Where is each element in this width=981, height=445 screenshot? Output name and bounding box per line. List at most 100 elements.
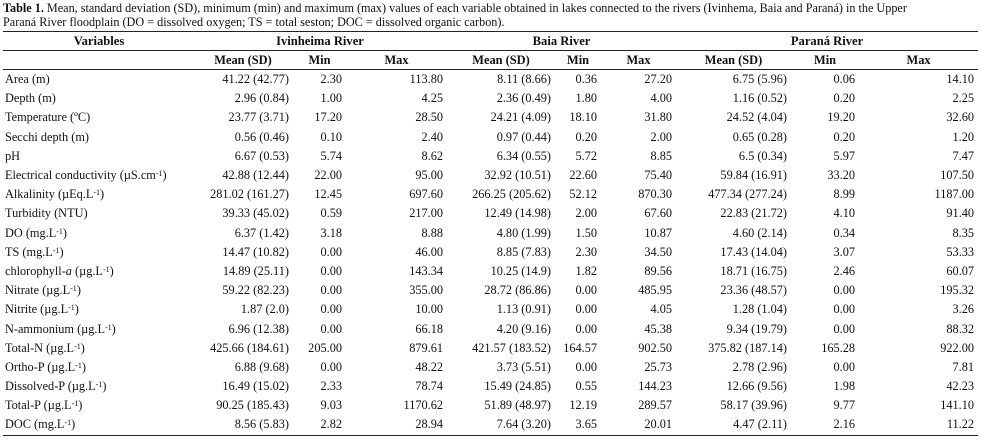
cell-max-parana: 107.50 <box>940 168 975 183</box>
cell-min-parana: 0.34 <box>833 225 856 240</box>
header-river-parana: Paraná River <box>676 31 979 51</box>
cell-max-parana: 91.40 <box>946 206 975 221</box>
variable-label: Nitrite (µg.L <box>5 302 69 317</box>
table-row: Dissolved-P (µg.L-1) 16.49 (15.02) 2.33 78.… <box>3 377 978 396</box>
cell-mean-sd-baia: 8.85 (7.83) <box>496 244 552 259</box>
cell-mean-sd-parana: 12.66 (9.56) <box>726 379 788 394</box>
cell-min-parana: 0.06 <box>833 72 856 87</box>
table-row: Ortho-P (µg.L-1) 6.88 (9.68) 0.00 48.22 3.73… <box>3 358 978 377</box>
cell-min-ivinheima: 0.59 <box>320 206 342 221</box>
variable-name: Turbidity (NTU) <box>3 204 193 223</box>
cell-mean-sd-baia: 8.11 (8.66) <box>497 72 552 87</box>
variable-label-end: ) <box>109 263 114 278</box>
variable-label-end: ) <box>102 379 107 394</box>
cell-max-parana: 88.32 <box>946 321 975 336</box>
variable-label: Total-P (µg.L <box>5 398 72 413</box>
cell-mean-sd-baia: 6.34 (0.55) <box>496 148 552 163</box>
unit-superscript: -1 <box>64 418 72 428</box>
cell-mean-sd-baia: 10.25 (14.9) <box>490 263 552 278</box>
cell-max-ivinheima: 697.60 <box>409 187 444 202</box>
cell-mean-sd-ivinheima: 23.77 (3.71) <box>228 110 289 125</box>
cell-max-baia: 4.05 <box>650 302 673 317</box>
cell-mean-sd-baia: 28.72 (86.86) <box>484 283 552 298</box>
cell-max-parana: 7.47 <box>952 148 975 163</box>
table-row: Nitrate (µg.L-1) 59.22 (82.23) 0.00 355.00 2… <box>3 281 978 300</box>
cell-max-baia: 45.38 <box>644 321 673 336</box>
cell-min-parana: 0.00 <box>833 359 856 374</box>
cell-min-ivinheima: 1.00 <box>320 91 342 106</box>
cell-mean-sd-parana: 6.75 (5.96) <box>732 72 788 87</box>
variable-label: pH <box>5 148 21 163</box>
cell-mean-sd-baia: 266.25 (205.62) <box>472 187 552 202</box>
cell-mean-sd-parana: 0.65 (0.28) <box>732 129 788 144</box>
cell-min-parana: 19.20 <box>827 110 856 125</box>
cell-max-ivinheima: 95.00 <box>415 168 444 183</box>
data-table: Variables Ivinheima River Baia River Par… <box>3 31 979 436</box>
cell-max-baia: 485.95 <box>638 283 673 298</box>
variable-label: DO (mg.L <box>5 225 57 240</box>
cell-max-baia: 75.40 <box>644 168 673 183</box>
variable-name: Nitrite (µg.L-1) <box>3 300 193 319</box>
cell-mean-sd-ivinheima: 6.96 (12.38) <box>228 321 289 336</box>
table-row: Turbidity (NTU) 39.33 (45.02) 0.59 217.00 12… <box>3 204 978 223</box>
unit-superscript: -1 <box>95 380 103 390</box>
variable-label: DOC (mg.L <box>5 417 65 432</box>
cell-max-ivinheima: 1170.62 <box>403 398 444 413</box>
variable-name: DOC (mg.L-1) <box>3 415 193 436</box>
cell-min-baia: 5.72 <box>575 148 598 163</box>
table-row: Temperature (ºC) 23.77 (3.71) 17.20 28.50 24… <box>3 108 978 127</box>
variable-name: Depth (m) <box>3 89 193 108</box>
cell-mean-sd-baia: 421.57 (183.52) <box>472 340 552 355</box>
cell-min-ivinheima: 0.00 <box>320 263 342 278</box>
header-river-baia: Baia River <box>447 31 677 51</box>
cell-min-baia: 0.00 <box>575 359 598 374</box>
cell-max-parana: 141.10 <box>940 398 975 413</box>
unit-superscript: -1 <box>68 303 75 313</box>
cell-min-parana: 5.97 <box>833 148 856 163</box>
variable-label-end: ) <box>100 187 105 202</box>
header-river-ivinheima: Ivinheima River <box>193 31 448 51</box>
cell-mean-sd-ivinheima: 42.88 (12.44) <box>222 168 289 183</box>
variable-name: chlorophyll-a (µg.L-1) <box>3 262 193 281</box>
cell-min-baia: 12.19 <box>569 398 598 413</box>
table-row: Nitrite (µg.L-1) 1.87 (2.0) 0.00 10.00 1.13 … <box>3 300 978 319</box>
cell-min-parana: 1.98 <box>833 379 856 394</box>
cell-min-ivinheima: 3.18 <box>320 225 342 240</box>
cell-min-ivinheima: 0.00 <box>320 283 342 298</box>
cell-mean-sd-baia: 7.64 (3.20) <box>447 415 556 436</box>
variable-name: TS (mg.L-1) <box>3 243 193 262</box>
variable-label-end: ) <box>71 417 76 432</box>
variable-name: pH <box>3 147 193 166</box>
cell-max-parana: 60.07 <box>946 263 975 278</box>
cell-min-baia: 2.00 <box>575 206 598 221</box>
cell-max-ivinheima: 4.25 <box>421 91 444 106</box>
cell-mean-sd-parana: 22.83 (21.72) <box>720 206 788 221</box>
variable-label: Electrical conductivity (µS.cm <box>5 168 156 183</box>
cell-max-ivinheima: 28.94 <box>346 415 448 436</box>
cell-mean-sd-ivinheima: 41.22 (42.77) <box>222 72 289 87</box>
variable-label: Temperature (ºC) <box>5 110 91 125</box>
cell-max-baia: 89.56 <box>644 263 673 278</box>
cell-max-baia: 2.00 <box>650 129 673 144</box>
cell-min-parana: 33.20 <box>827 168 856 183</box>
table-body: Area (m) 41.22 (42.77) 2.30 113.80 8.11 (8.6… <box>3 70 979 436</box>
cell-mean-sd-parana: 24.52 (4.04) <box>726 110 788 125</box>
caption-text-line2: Paraná River floodplain (DO = dissolved … <box>3 15 505 29</box>
cell-min-baia: 1.82 <box>575 263 598 278</box>
header-min: Min <box>791 50 860 70</box>
cell-min-ivinheima: 0.00 <box>320 359 342 374</box>
cell-max-baia: 144.23 <box>638 379 673 394</box>
variable-label-end: ) <box>80 340 85 355</box>
cell-min-baia: 1.80 <box>575 91 598 106</box>
cell-max-ivinheima: 2.40 <box>421 129 444 144</box>
table-row: Area (m) 41.22 (42.77) 2.30 113.80 8.11 (8.6… <box>3 70 978 90</box>
cell-mean-sd-baia: 2.36 (0.49) <box>496 91 552 106</box>
variable-label-end: ) <box>74 302 79 317</box>
cell-mean-sd-baia: 0.97 (0.44) <box>496 129 552 144</box>
table-row: DO (mg.L-1) 6.37 (1.42) 3.18 8.88 4.80 (1.99… <box>3 224 978 243</box>
cell-min-ivinheima: 2.30 <box>320 72 342 87</box>
cell-max-baia: 67.60 <box>644 206 673 221</box>
cell-min-parana: 165.28 <box>821 340 856 355</box>
cell-min-baia: 0.55 <box>575 379 598 394</box>
cell-mean-sd-parana: 477.34 (277.24) <box>708 187 788 202</box>
